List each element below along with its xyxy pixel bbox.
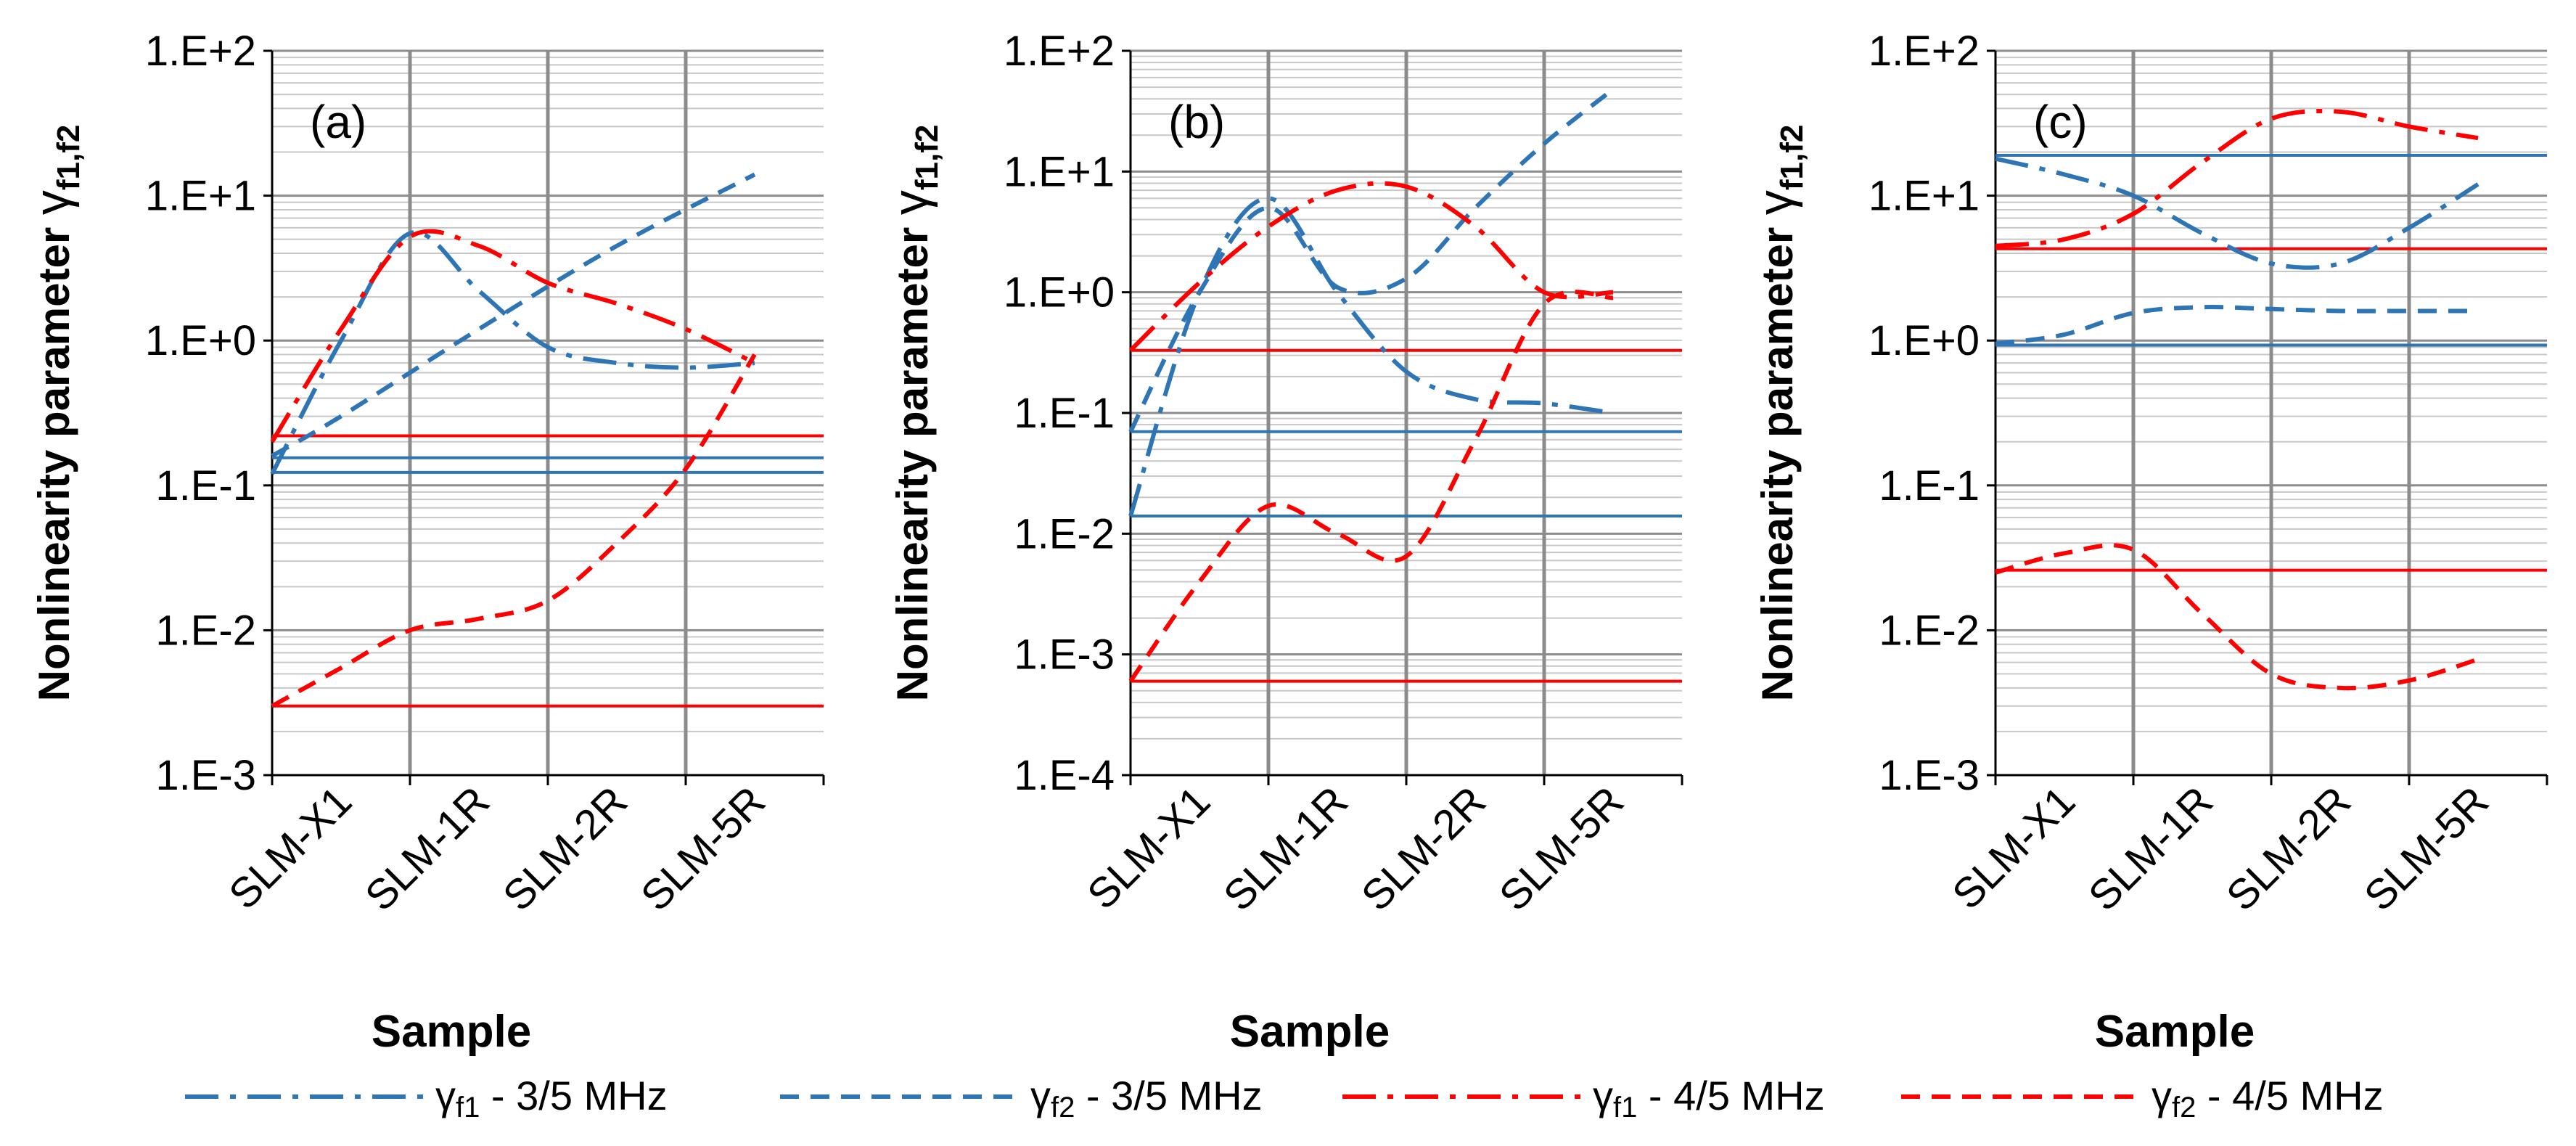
x-axis-label: Sample [372,1007,532,1057]
x-tick-label: SLM-1R [356,777,499,920]
x-axis-label: Sample [2095,1007,2255,1057]
y-axis-label: Nonlinearity parameter γf1,f2 [883,125,945,702]
legend-entry: γf2 - 4/5 MHz [2152,1073,2384,1124]
series-line [1995,305,2478,346]
panel-label: (a) [310,96,366,148]
y-tick-label: 1.E-2 [155,607,256,654]
y-axis-label-subscript: f1,f2 [909,125,945,190]
panel-label: (c) [2033,96,2088,148]
legend-subscript: f1 [456,1092,480,1124]
y-tick-label: 1.E+1 [1869,173,1980,220]
y-tick-label: 1.E-3 [155,752,256,799]
series-line [270,229,756,443]
legend-symbol: γ [435,1073,456,1118]
series-line [270,230,755,475]
legend-text: - 3/5 MHz [1075,1073,1262,1118]
series-line [1995,543,2479,691]
y-axis-label-text: Nonlinearity parameter [30,215,78,701]
series-line [1128,290,1614,683]
y-axis-label-text: Nonlinearity parameter [888,215,937,701]
y-tick-label: 1.E+2 [1869,28,1980,75]
x-tick-label: SLM-5R [1490,777,1633,920]
panel-label: (b) [1168,96,1225,148]
y-tick-label: 1.E-4 [1014,752,1115,799]
y-tick-label: 1.E-1 [155,462,256,509]
legend-text: - 4/5 MHz [1637,1073,1824,1118]
x-tick-label: SLM-1R [2080,777,2222,920]
y-tick-label: 1.E+2 [1004,28,1115,75]
chart-panel-3: 1.E-31.E-21.E-11.E+01.E+11.E+2SLM-X1SLM-… [1748,28,2548,1057]
series-line [271,353,757,708]
series-line [1128,87,1615,433]
x-tick-label: SLM-5R [632,777,774,920]
y-axis-label-subscript: f1,f2 [1774,125,1810,190]
legend-subscript: f2 [2172,1092,2196,1124]
legend-symbol: γ [1030,1073,1051,1118]
y-tick-label: 1.E+0 [1869,317,1980,364]
y-axis-label: Nonlinearity parameter γf1,f2 [25,125,86,702]
y-tick-label: 1.E-1 [1879,462,1980,509]
series-line [1995,108,2479,248]
legend-symbol: γ [1593,1073,1613,1118]
y-tick-label: 1.E+0 [1004,269,1115,316]
series-line [1128,181,1614,352]
series-line [1128,196,1614,517]
y-axis-label-text: Nonlinearity parameter [1753,215,1802,701]
y-tick-label: 1.E+1 [145,173,256,220]
legend-text: - 4/5 MHz [2196,1073,2383,1118]
series-line [271,172,756,458]
y-tick-label: 1.E-3 [1879,752,1980,799]
legend-text: - 3/5 MHz [480,1073,667,1118]
legend-subscript: f1 [1613,1092,1637,1124]
y-tick-label: 1.E-2 [1014,510,1115,557]
legend-entry: γf1 - 3/5 MHz [435,1073,668,1124]
legend-entry: γf1 - 4/5 MHz [1593,1073,1825,1124]
x-tick-label: SLM-2R [1353,777,1495,920]
y-tick-label: 1.E-2 [1879,607,1980,654]
x-axis-label: Sample [1230,1007,1390,1057]
legend-symbol: γ [2152,1073,2172,1118]
y-axis-label-subscript: f1,f2 [51,125,86,190]
y-axis-label-symbol: γ [883,190,938,215]
x-tick-label: SLM-2R [494,777,636,920]
x-tick-label: SLM-5R [2355,777,2498,920]
y-axis-label-symbol: γ [1748,190,1803,215]
y-tick-label: 1.E-1 [1014,390,1115,437]
chart-panel-2: 1.E-41.E-31.E-21.E-11.E+01.E+11.E+2SLM-X… [883,28,1683,1057]
y-axis-label-symbol: γ [25,190,80,215]
series-line [1995,156,2479,270]
x-tick-label: SLM-2R [2218,777,2360,920]
chart-panel-1: 1.E-31.E-21.E-11.E+01.E+11.E+2SLM-X1SLM-… [25,28,825,1057]
legend-entry: γf2 - 3/5 MHz [1030,1073,1263,1124]
x-tick-label: SLM-1R [1215,777,1357,920]
y-axis-label: Nonlinearity parameter γf1,f2 [1748,125,1810,702]
y-tick-label: 1.E+0 [145,317,256,364]
y-tick-label: 1.E+2 [145,28,256,75]
legend: γf1 - 3/5 MHz γf2 - 3/5 MHz γf1 - 4/5 MHz γ… [185,1073,2384,1124]
y-tick-label: 1.E-3 [1014,631,1115,679]
legend-subscript: f2 [1051,1092,1075,1124]
y-tick-label: 1.E+1 [1004,148,1115,195]
